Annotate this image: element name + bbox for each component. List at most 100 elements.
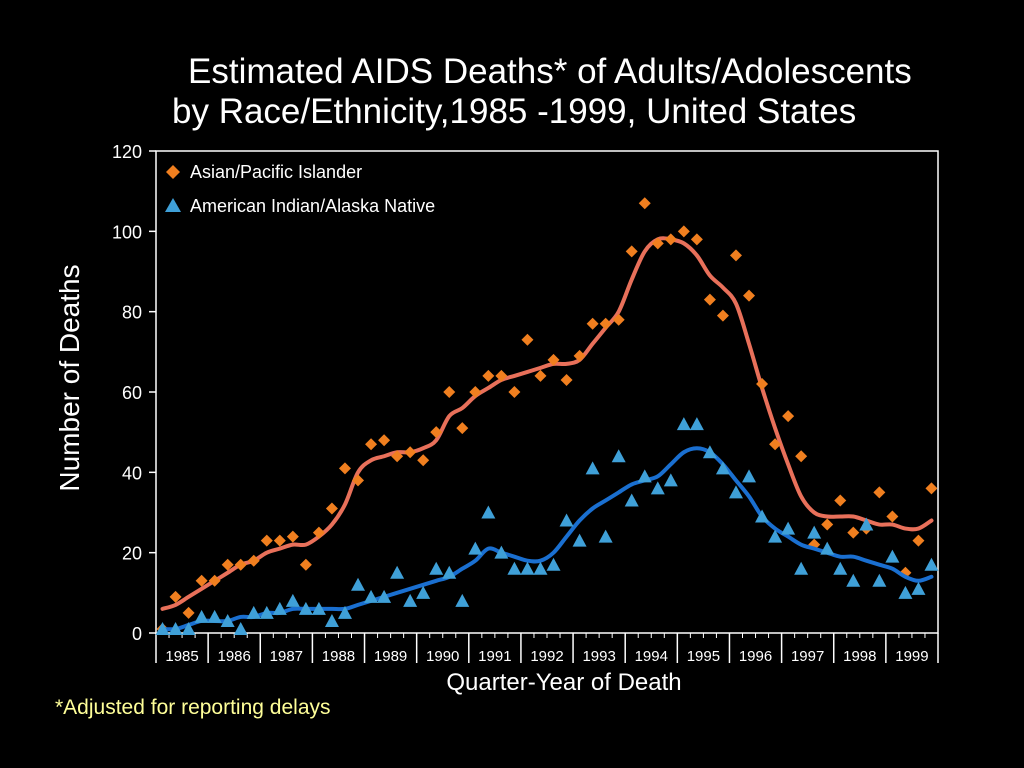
x-tick-label: 1999 bbox=[895, 648, 928, 665]
legend-asian-pacific-islander-label: Asian/Pacific Islander bbox=[190, 162, 362, 182]
asian-pacific-islander-point bbox=[495, 369, 508, 382]
x-tick-label: 1995 bbox=[687, 648, 720, 665]
asian-pacific-islander-point bbox=[795, 450, 808, 463]
y-tick-label: 100 bbox=[112, 222, 142, 242]
american-indian-alaska-native-point bbox=[781, 521, 796, 535]
x-tick-label: 1996 bbox=[739, 648, 772, 665]
american-indian-alaska-native-trend-line bbox=[160, 446, 934, 632]
american-indian-alaska-native-point bbox=[272, 601, 287, 615]
american-indian-alaska-native-point bbox=[663, 473, 678, 487]
american-indian-alaska-native-point bbox=[728, 485, 743, 499]
asian-pacific-islander-point bbox=[782, 410, 795, 423]
asian-pacific-islander-point bbox=[195, 574, 208, 587]
asian-pacific-islander-point bbox=[221, 558, 234, 571]
american-indian-alaska-native-point bbox=[742, 469, 757, 483]
asian-pacific-islander-point bbox=[690, 233, 703, 246]
american-indian-alaska-native-point bbox=[468, 541, 483, 555]
asian-pacific-islander-point bbox=[612, 313, 625, 326]
american-indian-alaska-native-point bbox=[533, 561, 548, 575]
asian-pacific-islander-point bbox=[469, 386, 482, 398]
american-indian-alaska-native-point bbox=[650, 481, 665, 495]
asian-pacific-islander-point bbox=[834, 494, 847, 507]
american-indian-alaska-native-point bbox=[455, 593, 470, 607]
asian-pacific-islander-point bbox=[677, 225, 690, 238]
american-indian-alaska-native-point bbox=[546, 557, 561, 571]
american-indian-alaska-native-point bbox=[715, 461, 730, 475]
y-tick-label: 80 bbox=[122, 303, 142, 323]
american-indian-alaska-native-point bbox=[168, 621, 183, 635]
american-indian-alaska-native-point bbox=[429, 561, 444, 575]
american-indian-alaska-native-point bbox=[820, 541, 835, 555]
asian-pacific-islander-point bbox=[547, 353, 560, 366]
asian-pacific-islander-point bbox=[299, 558, 312, 571]
asian-pacific-islander-point bbox=[234, 558, 247, 571]
x-tick-label: 1989 bbox=[374, 648, 407, 665]
american-indian-alaska-native-point bbox=[507, 561, 522, 575]
american-indian-alaska-native-point bbox=[324, 613, 339, 627]
asian-pacific-islander-point bbox=[482, 369, 495, 382]
asian-pacific-islander-point bbox=[391, 450, 404, 463]
x-tick-label: 1986 bbox=[218, 648, 251, 665]
american-indian-alaska-native-point bbox=[572, 533, 587, 547]
asian-pacific-islander-point bbox=[325, 502, 338, 515]
asian-pacific-islander-point bbox=[873, 486, 886, 499]
american-indian-alaska-native-point bbox=[924, 557, 939, 571]
asian-pacific-islander-point bbox=[599, 317, 612, 330]
american-indian-alaska-native-point bbox=[155, 621, 170, 635]
asian-pacific-islander-point bbox=[521, 333, 534, 346]
american-indian-alaska-native-point bbox=[390, 565, 405, 579]
american-indian-alaska-native-point bbox=[624, 493, 639, 507]
asian-pacific-islander-point bbox=[312, 526, 325, 539]
asian-pacific-islander-point bbox=[378, 434, 391, 447]
asian-pacific-islander-point bbox=[182, 606, 195, 619]
y-tick-label: 40 bbox=[122, 463, 142, 483]
asian-pacific-islander-point bbox=[651, 237, 664, 250]
american-indian-alaska-native-point bbox=[833, 561, 848, 575]
asian-pacific-islander-point bbox=[703, 293, 716, 306]
x-tick-label: 1997 bbox=[791, 648, 824, 665]
american-indian-alaska-native-point bbox=[807, 525, 822, 539]
american-indian-alaska-native-point bbox=[702, 445, 717, 459]
american-indian-alaska-native-point bbox=[377, 589, 392, 603]
american-indian-alaska-native-point bbox=[442, 565, 457, 579]
american-indian-alaska-native-point bbox=[337, 605, 352, 619]
american-indian-alaska-native-point bbox=[207, 609, 222, 623]
asian-pacific-islander-point bbox=[417, 454, 430, 467]
asian-pacific-islander-point bbox=[886, 510, 899, 523]
american-indian-alaska-native-point bbox=[689, 417, 704, 431]
asian-pacific-islander-point bbox=[743, 289, 756, 302]
asian-pacific-islander-point bbox=[508, 386, 521, 398]
asian-pacific-islander-point bbox=[821, 518, 834, 531]
chart-title: Estimated AIDS Deaths* of Adults/Adolesc… bbox=[0, 52, 1024, 132]
footnote: *Adjusted for reporting delays bbox=[55, 696, 331, 719]
asian-pacific-islander-point bbox=[260, 534, 273, 547]
x-tick-label: 1993 bbox=[582, 648, 615, 665]
asian-pacific-islander-point bbox=[560, 373, 573, 386]
american-indian-alaska-native-point bbox=[637, 469, 652, 483]
asian-pacific-islander-point bbox=[625, 245, 638, 258]
asian-pacific-islander-point bbox=[912, 534, 925, 547]
asian-pacific-islander-point bbox=[756, 377, 769, 390]
asian-pacific-islander-point bbox=[638, 197, 651, 210]
y-tick-label: 60 bbox=[122, 383, 142, 403]
chart-title-line-2: by Race/Ethnicity,1985 -1999, United Sta… bbox=[172, 92, 857, 131]
american-indian-alaska-native-point bbox=[259, 605, 274, 619]
x-tick-label: 1998 bbox=[843, 648, 876, 665]
asian-pacific-islander-point bbox=[430, 426, 443, 439]
x-tick-label: 1985 bbox=[165, 648, 198, 665]
legend-american-indian-alaska-native-label: American Indian/Alaska Native bbox=[190, 196, 435, 216]
american-indian-alaska-native-point bbox=[220, 613, 235, 627]
american-indian-alaska-native-point bbox=[676, 417, 691, 431]
american-indian-alaska-native-point bbox=[585, 461, 600, 475]
x-tick-label: 1990 bbox=[426, 648, 459, 665]
y-tick-label: 20 bbox=[122, 544, 142, 564]
american-indian-alaska-native-point bbox=[246, 605, 261, 619]
asian-pacific-islander-point bbox=[586, 317, 599, 330]
asian-pacific-islander-point bbox=[716, 309, 729, 322]
american-indian-alaska-native-point bbox=[559, 513, 574, 527]
x-axis-label: Quarter-Year of Death bbox=[446, 669, 682, 696]
asian-pacific-islander-trend-line bbox=[160, 236, 934, 611]
asian-pacific-islander-point bbox=[338, 462, 351, 475]
american-indian-alaska-native-point bbox=[885, 549, 900, 563]
